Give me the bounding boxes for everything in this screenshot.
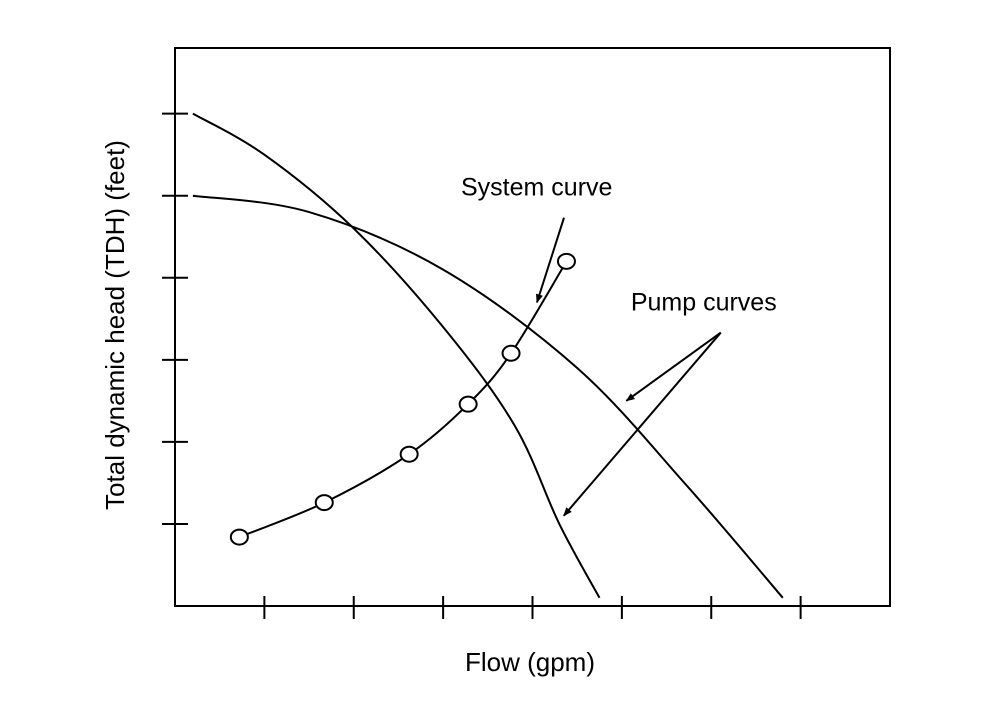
system-curve-line — [238, 260, 568, 539]
system-curve-arrow-1 — [536, 217, 565, 304]
curves — [192, 112, 784, 599]
plot-frame — [174, 47, 891, 607]
x-axis-label: Flow (gpm) — [465, 647, 595, 677]
pump-curves-arrow-1 — [625, 331, 722, 402]
axis-ticks — [162, 112, 802, 619]
system-curve-marker-1 — [229, 528, 249, 546]
pump-curve-1 — [192, 112, 601, 599]
system-curve-marker-4 — [458, 395, 478, 413]
pump-curve-2 — [192, 194, 784, 599]
system-curve-marker-3 — [399, 445, 419, 463]
system-curve-label: System curve — [461, 174, 612, 202]
pump-curves-arrow-2 — [563, 331, 722, 517]
pump-curves-label: Pump curves — [631, 289, 777, 317]
annotations: System curve Pump curves — [461, 174, 777, 517]
y-axis-label: Total dynamic head (TDH) (feet) — [100, 140, 130, 510]
system-curve-markers — [229, 252, 576, 546]
system-curve-marker-5 — [501, 344, 521, 362]
system-curve-marker-6 — [556, 252, 576, 270]
system-curve-marker-2 — [314, 494, 334, 512]
